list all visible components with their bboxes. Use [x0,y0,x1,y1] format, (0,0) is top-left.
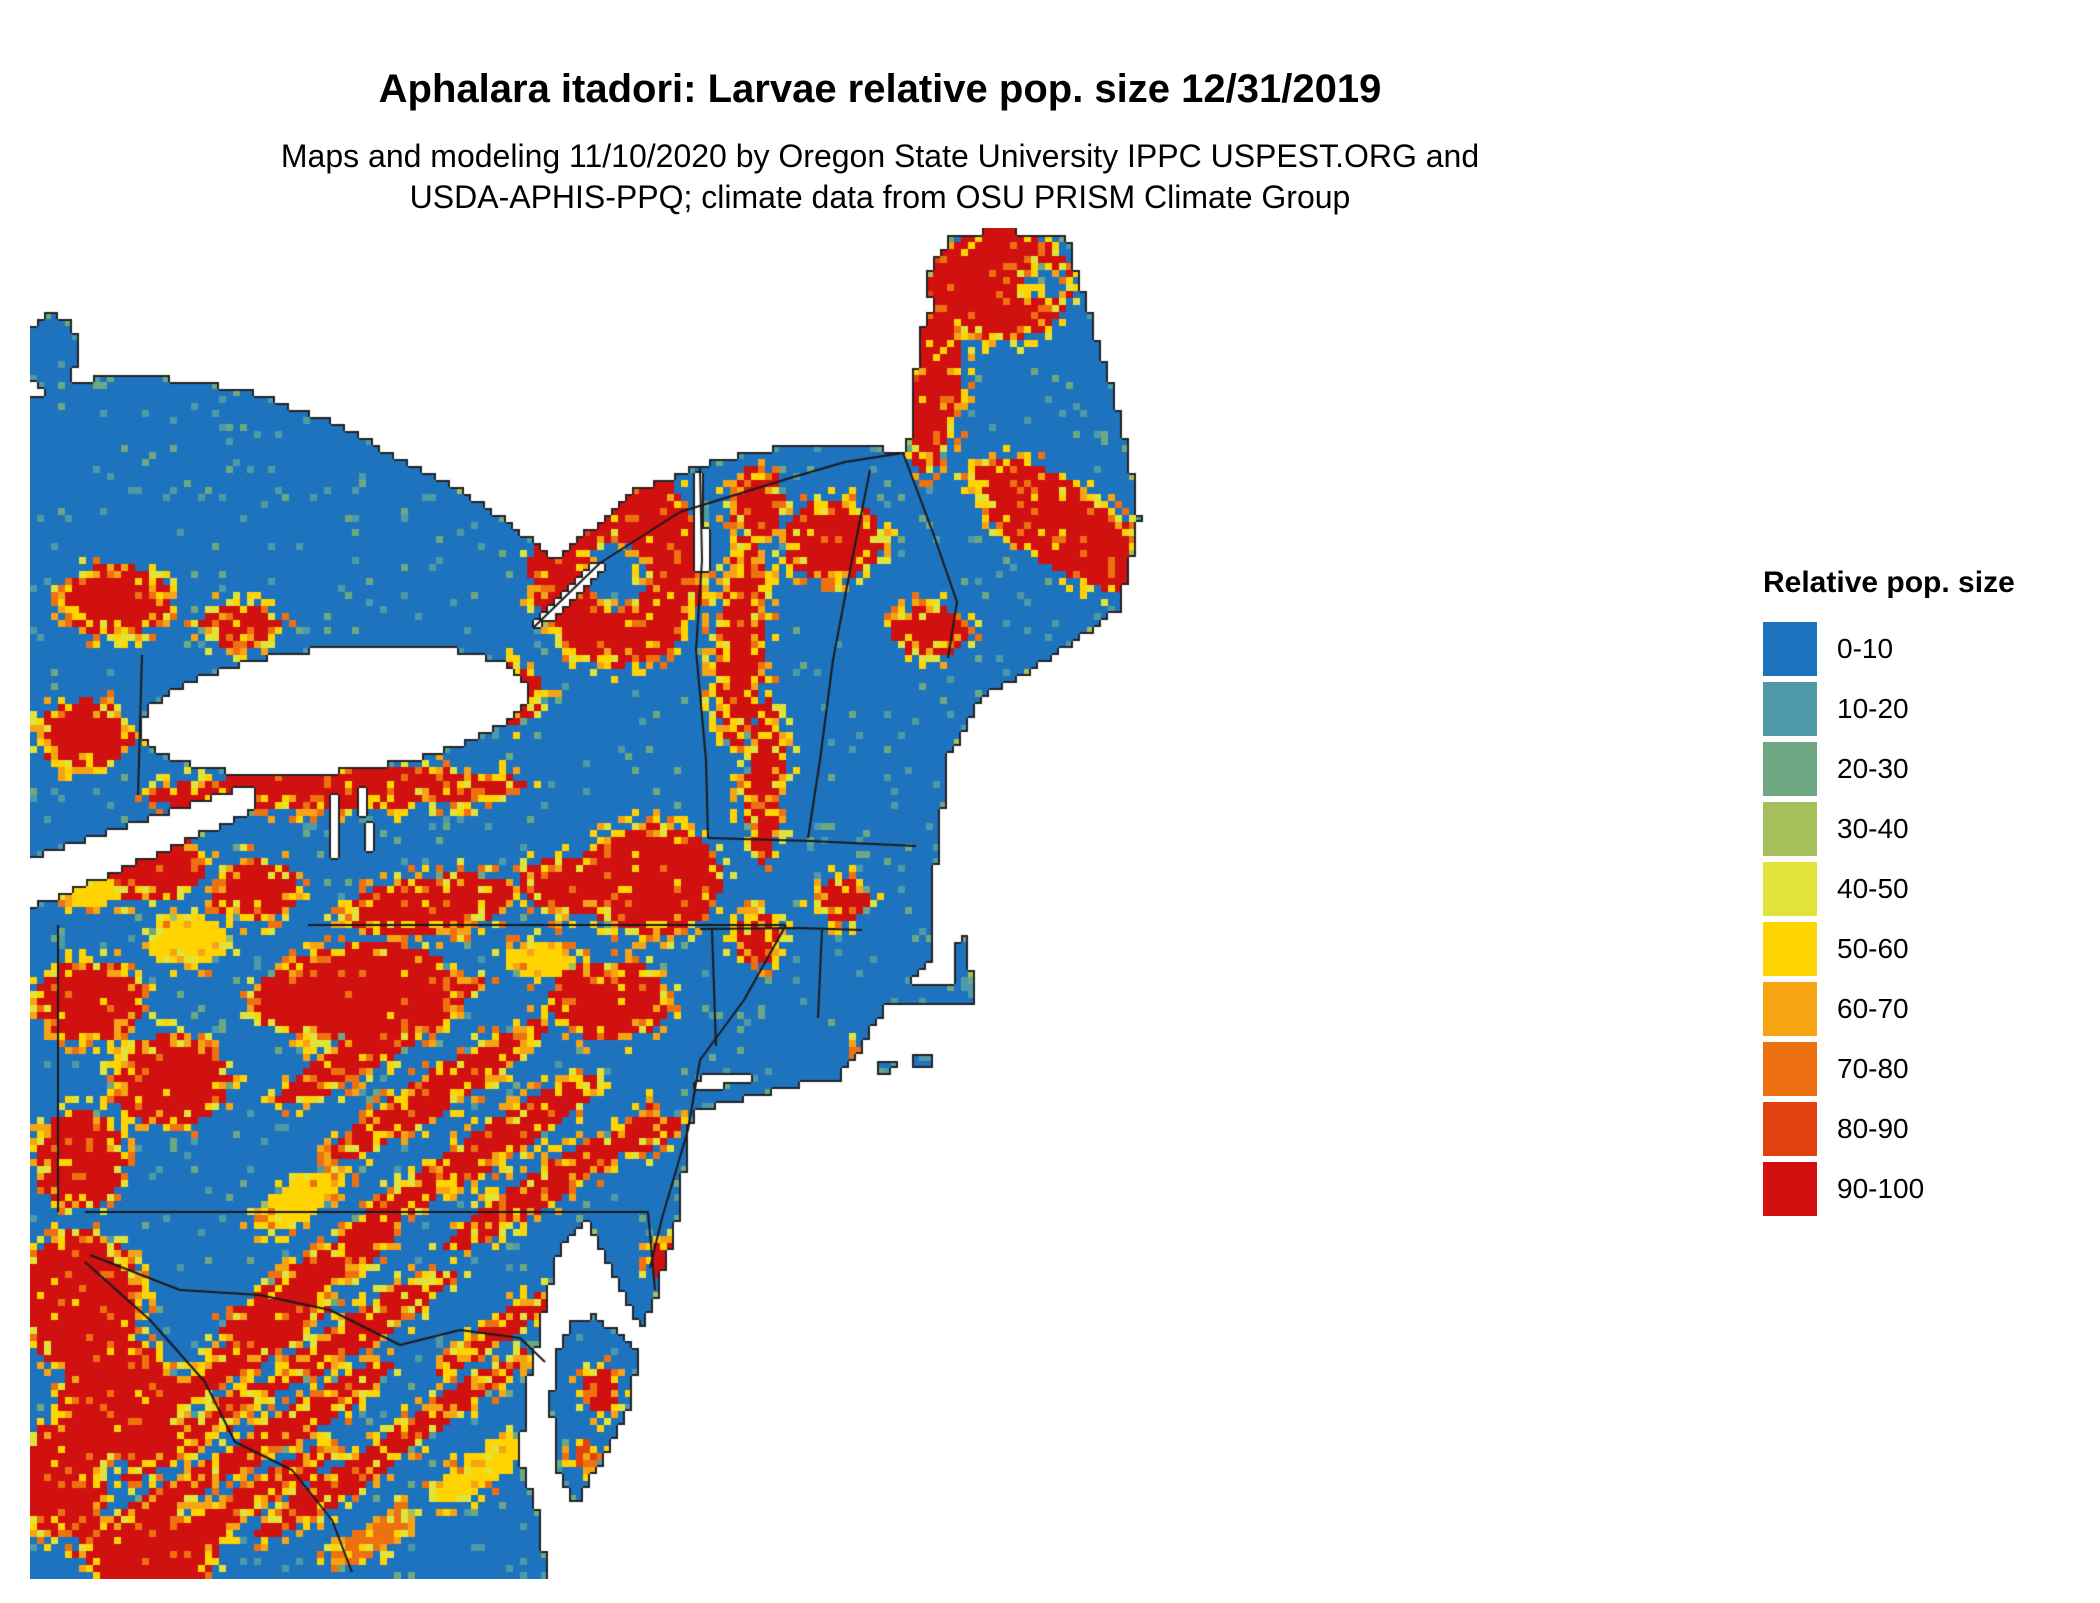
legend-label: 0-10 [1837,633,1894,664]
legend-items: 0-10 10-20 20-30 30-40 40-50 50-60 60-70 70-80 8… [1763,622,2093,1216]
legend: Relative pop. size 0-10 10-20 20-30 30-40 40… [1763,566,2093,1222]
legend-title: Relative pop. size [1763,566,2015,599]
figure-subtitle-line2: USDA-APHIS-PPQ; climate data from OSU PR… [409,179,1351,215]
legend-label: 30-40 [1837,813,1909,844]
legend-swatch [1763,922,1817,976]
legend-item: 40-50 [1763,862,2093,916]
population-map-canvas [30,228,1514,1579]
legend-item: 20-30 [1763,742,2093,796]
figure-title: Aphalara itadori: Larvae relative pop. s… [378,67,1382,111]
legend-swatch [1763,802,1817,856]
figure-subtitle-line1: Maps and modeling 11/10/2020 by Oregon S… [280,138,1480,174]
legend-item: 80-90 [1763,1102,2093,1156]
legend-label: 90-100 [1837,1173,1925,1204]
legend-label: 40-50 [1837,873,1909,904]
legend-item: 0-10 [1763,622,2093,676]
legend-label: 80-90 [1837,1113,1909,1144]
legend-swatch [1763,1102,1817,1156]
legend-label: 50-60 [1837,933,1909,964]
legend-item: 30-40 [1763,802,2093,856]
legend-item: 60-70 [1763,982,2093,1036]
legend-swatch [1763,682,1817,736]
legend-label: 70-80 [1837,1053,1909,1084]
legend-item: 50-60 [1763,922,2093,976]
legend-item: 90-100 [1763,1162,2093,1216]
legend-swatch [1763,1162,1817,1216]
legend-label: 10-20 [1837,693,1909,724]
legend-swatch [1763,1042,1817,1096]
figure-header: Aphalara itadori: Larvae relative pop. s… [0,66,1760,218]
legend-swatch [1763,862,1817,916]
legend-swatch [1763,742,1817,796]
legend-swatch [1763,622,1817,676]
legend-label: 20-30 [1837,753,1909,784]
legend-label: 60-70 [1837,993,1909,1024]
legend-item: 70-80 [1763,1042,2093,1096]
legend-swatch [1763,982,1817,1036]
legend-item: 10-20 [1763,682,2093,736]
